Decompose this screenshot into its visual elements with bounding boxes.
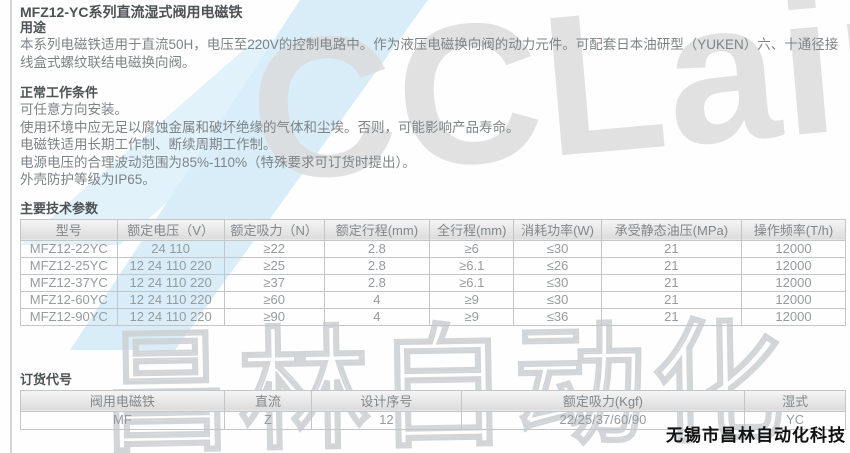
table-cell: 22/25/37/60/90 <box>460 410 746 430</box>
table-row: MFZ12-25YC 12 24 110 220 ≥25 2.8 ≥6.1 ≤26 21 12… <box>20 256 846 275</box>
table-row: MFZ12-37YC 12 24 110 220 ≥37 2.8 ≥6.1 ≤30 21 12… <box>20 273 846 292</box>
table-cell: ≥6.1 <box>429 256 515 275</box>
table-cell: ≤26 <box>513 256 602 275</box>
table-cell: 2.8 <box>323 273 431 292</box>
table-row: MFZ12-22YC 24 110 ≥22 2.8 ≥6 ≤30 21 12000 <box>20 239 846 258</box>
column-header: 消耗功率(W) <box>513 218 602 241</box>
table-cell: ≤36 <box>513 307 602 326</box>
table-cell: YC <box>744 410 846 430</box>
table-cell: 21 <box>600 239 743 258</box>
header-row: 型号 额定电压（V） 额定吸力（N） 额定行程(mm) 全行程(mm) 消耗功率(W) 承受… <box>20 218 846 241</box>
table-cell: 2.8 <box>323 256 431 275</box>
table-cell: 12 24 110 220 <box>116 256 225 275</box>
header-row: 阀用电磁铁 直流 设计序号 额定吸力(Kgf) 湿式 <box>20 389 846 412</box>
company-name: 无锡市昌林自动化科技 <box>666 426 846 445</box>
column-header: 额定吸力(Kgf) <box>460 389 746 412</box>
table-cell: MFZ12-25YC <box>20 256 118 275</box>
column-header: 承受静态油压(MPa) <box>600 218 743 241</box>
table-cell: 21 <box>600 273 743 292</box>
table-cell: MFZ12-22YC <box>20 239 118 258</box>
column-header: 额定吸力（N） <box>223 218 325 241</box>
table-row: MFZ12-60YC 12 24 110 220 ≥60 4 ≥9 ≤30 21 12000 <box>20 290 846 309</box>
table-cell: ≥9 <box>429 307 515 326</box>
table-cell: 12 <box>311 410 462 430</box>
column-header: 直流 <box>223 389 313 412</box>
parameters-table: 型号 额定电压（V） 额定吸力（N） 额定行程(mm) 全行程(mm) 消耗功率(W) 承受… <box>20 218 846 326</box>
table-cell: MFZ12-90YC <box>20 307 118 326</box>
text-line: 使用环境中应无足以腐蚀金属和破坏绝缘的气体和尘埃。否则，可能影响产品寿命。 <box>20 119 520 135</box>
table-cell: MFZ12-37YC <box>20 273 118 292</box>
section-heading-parameters: 主要技术参数 <box>20 200 99 216</box>
usage-paragraph: 本系列电磁铁适用于直流50H，电压至220V的控制电路中。作为液压电磁换向阀的动… <box>20 36 846 71</box>
table-cell: ≥9 <box>429 290 515 309</box>
ordering-table: 阀用电磁铁 直流 设计序号 额定吸力(Kgf) 湿式 MF Z 12 22/25/37/60/9… <box>20 389 846 430</box>
column-header: 阀用电磁铁 <box>20 389 225 412</box>
table-cell: ≤30 <box>513 273 602 292</box>
table-cell: 12 24 110 220 <box>116 307 225 326</box>
table-cell: 4 <box>323 307 431 326</box>
text-line: 可任意方向安装。 <box>20 102 128 117</box>
table-cell: 21 <box>600 256 743 275</box>
table-cell: 21 <box>600 290 743 309</box>
table-cell: ≥22 <box>223 239 325 258</box>
section-heading-usage: 用途 <box>20 20 47 35</box>
table-cell: 12000 <box>741 239 846 258</box>
conditions-paragraphs: 可任意方向安装。使用环境中应无足以腐蚀金属和破坏绝缘的气体和尘埃。否则，可能影响… <box>20 101 846 189</box>
table-cell: ≥25 <box>223 256 325 275</box>
table-cell: MF <box>20 410 225 430</box>
table-cell: 12000 <box>741 273 846 292</box>
table-cell: 12000 <box>741 256 846 275</box>
table-cell: 12 24 110 220 <box>116 273 225 292</box>
column-header: 设计序号 <box>311 389 462 412</box>
page-title: MFZ12-YC系列直流湿式阀用电磁铁 <box>20 4 243 20</box>
table-cell: MFZ12-60YC <box>20 290 118 309</box>
table-cell: 24 110 <box>116 239 225 258</box>
table-cell: ≥90 <box>223 307 325 326</box>
table-cell: 4 <box>323 290 431 309</box>
text-line: 本系列电磁铁适用于直流50H，电压至220V的控制电路中。作为液压电磁换向阀的动… <box>20 37 839 70</box>
section-heading-ordering: 订货代号 <box>20 371 73 387</box>
table-cell: 12 24 110 220 <box>116 290 225 309</box>
table-cell: 21 <box>600 307 743 326</box>
column-header: 型号 <box>20 218 118 241</box>
section-heading-conditions: 正常工作条件 <box>20 85 99 100</box>
table-cell: ≥6 <box>429 239 515 258</box>
table-cell: ≥6.1 <box>429 273 515 292</box>
column-header: 操作频率(T/h) <box>741 218 846 241</box>
table-cell: ≤30 <box>513 239 602 258</box>
table-cell: 2.8 <box>323 239 431 258</box>
column-header: 全行程(mm) <box>429 218 515 241</box>
table-cell: 12000 <box>741 307 846 326</box>
text-line: 外壳防护等级为IP65。 <box>20 172 156 187</box>
table-cell: 12000 <box>741 290 846 309</box>
left-border-line <box>10 0 12 453</box>
table-cell: ≤30 <box>513 290 602 309</box>
table-cell: ≥37 <box>223 273 325 292</box>
table-row: MFZ12-90YC 12 24 110 220 ≥90 4 ≥9 ≤36 21 12000 <box>20 307 846 326</box>
text-line: 电源电压的合理波动范围为85%-110%（特殊要求可订货时提出）。 <box>20 154 416 170</box>
table-cell: Z <box>223 410 313 430</box>
column-header: 额定电压（V） <box>116 218 225 241</box>
column-header: 湿式 <box>744 389 846 412</box>
content-area: MFZ12-YC系列直流湿式阀用电磁铁 用途 本系列电磁铁适用于直流50H，电压… <box>20 4 846 430</box>
table-cell: ≥60 <box>223 290 325 309</box>
table-row: MF Z 12 22/25/37/60/90 YC <box>20 410 846 430</box>
text-line: 电磁铁适用长期工作制、断续周期工作制。 <box>20 137 277 152</box>
column-header: 额定行程(mm) <box>323 218 431 241</box>
